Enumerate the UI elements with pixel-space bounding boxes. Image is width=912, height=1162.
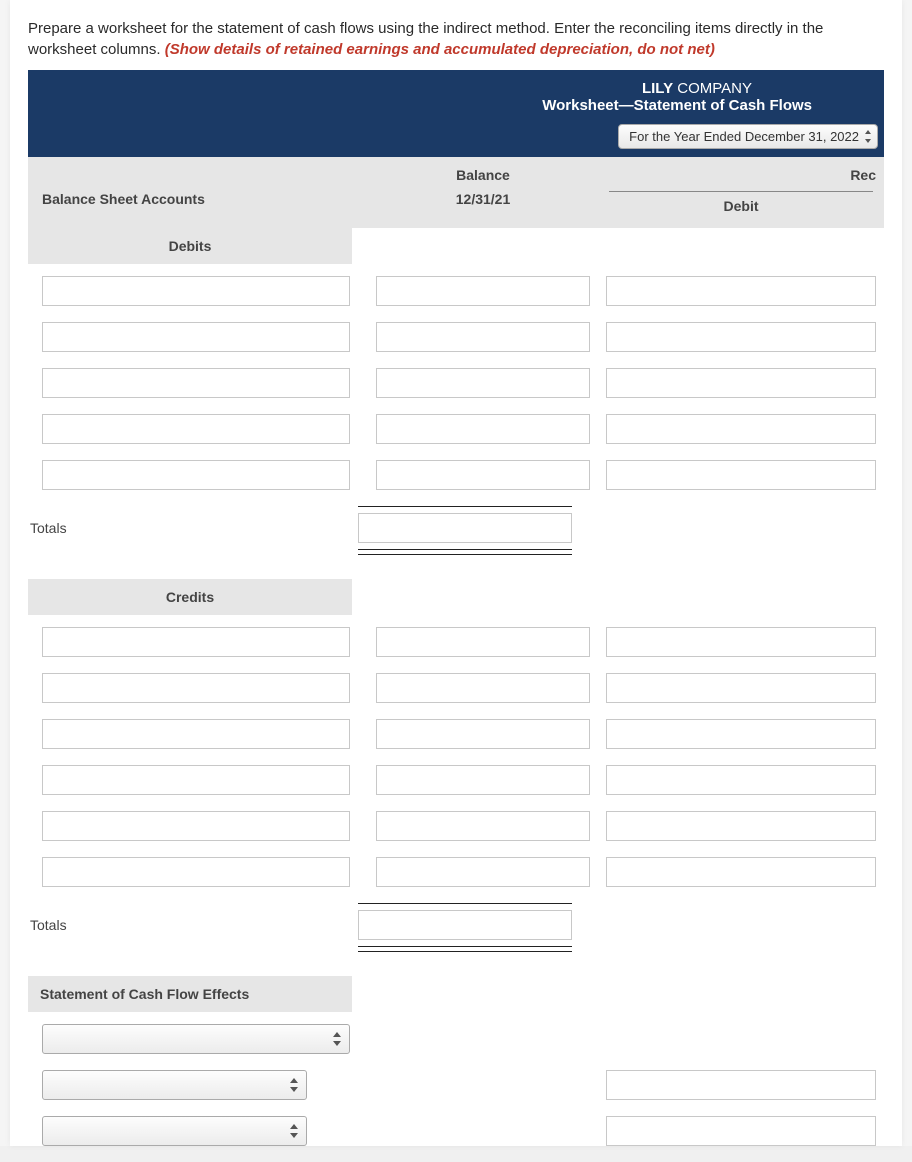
debit-input[interactable] (606, 673, 876, 703)
account-name-input[interactable] (42, 322, 350, 352)
debit-input[interactable] (606, 322, 876, 352)
account-name-input[interactable] (42, 627, 350, 657)
credit-rows-container (28, 615, 884, 887)
debit-input[interactable] (606, 627, 876, 657)
worksheet-row (28, 857, 884, 887)
debits-section-label: Debits (28, 228, 352, 264)
worksheet-row (28, 322, 884, 352)
debits-totals-row: Totals (10, 506, 902, 550)
worksheet-row (28, 276, 884, 306)
cash-flow-row (28, 1024, 884, 1054)
account-name-input[interactable] (42, 673, 350, 703)
account-name-input[interactable] (42, 460, 350, 490)
account-name-input[interactable] (42, 857, 350, 887)
credits-totals-row: Totals (10, 903, 902, 947)
balance-input[interactable] (376, 719, 590, 749)
cash-flow-row (28, 1116, 884, 1146)
balance-column-header: Balance 12/31/21 (368, 157, 598, 228)
worksheet-row (28, 627, 884, 657)
worksheet-header: LILY COMPANY Worksheet—Statement of Cash… (28, 70, 884, 118)
worksheet-row (28, 368, 884, 398)
column-headers: Balance Sheet Accounts Balance 12/31/21 … (28, 157, 884, 228)
account-name-input[interactable] (42, 765, 350, 795)
debit-input[interactable] (606, 719, 876, 749)
worksheet-row (28, 765, 884, 795)
period-row: For the Year Ended December 31, 2022 (28, 118, 884, 157)
cash-flow-select[interactable] (42, 1024, 350, 1054)
debit-input[interactable] (606, 276, 876, 306)
credits-total-balance-input[interactable] (358, 910, 572, 940)
period-value: For the Year Ended December 31, 2022 (629, 129, 859, 144)
balance-input[interactable] (376, 627, 590, 657)
company-name: LILY COMPANY (40, 80, 752, 97)
worksheet-row (28, 673, 884, 703)
debit-input[interactable] (606, 368, 876, 398)
debits-total-balance-input[interactable] (358, 513, 572, 543)
cash-flow-rows-container (28, 1012, 884, 1146)
debit-input[interactable] (606, 811, 876, 841)
debit-input[interactable] (606, 857, 876, 887)
reconciling-column-header: Rec Debit (598, 157, 884, 228)
debit-input[interactable] (606, 414, 876, 444)
debit-input[interactable] (606, 765, 876, 795)
balance-input[interactable] (376, 673, 590, 703)
worksheet-row (28, 414, 884, 444)
instructions-text: Prepare a worksheet for the statement of… (10, 18, 902, 70)
account-name-input[interactable] (42, 719, 350, 749)
account-name-input[interactable] (42, 368, 350, 398)
instructions-highlight: (Show details of retained earnings and a… (165, 41, 715, 58)
account-name-input[interactable] (42, 414, 350, 444)
cash-flow-effects-label: Statement of Cash Flow Effects (28, 976, 352, 1012)
balance-input[interactable] (376, 414, 590, 444)
cash-flow-debit-input[interactable] (606, 1116, 876, 1146)
debit-rows-container (28, 264, 884, 490)
account-name-input[interactable] (42, 276, 350, 306)
cash-flow-row (28, 1070, 884, 1100)
cash-flow-select[interactable] (42, 1070, 307, 1100)
worksheet-row (28, 811, 884, 841)
balance-input[interactable] (376, 811, 590, 841)
worksheet-row (28, 460, 884, 490)
balance-input[interactable] (376, 857, 590, 887)
credits-totals-label: Totals (10, 917, 350, 933)
debits-totals-label: Totals (10, 520, 350, 536)
debit-input[interactable] (606, 460, 876, 490)
balance-input[interactable] (376, 765, 590, 795)
cash-flow-select[interactable] (42, 1116, 307, 1146)
balance-input[interactable] (376, 276, 590, 306)
period-selector[interactable]: For the Year Ended December 31, 2022 (618, 124, 878, 149)
worksheet-subtitle: Worksheet—Statement of Cash Flows (40, 97, 812, 114)
accounts-column-header: Balance Sheet Accounts (28, 157, 368, 228)
cash-flow-debit-input[interactable] (606, 1070, 876, 1100)
balance-input[interactable] (376, 368, 590, 398)
balance-input[interactable] (376, 322, 590, 352)
balance-input[interactable] (376, 460, 590, 490)
credits-section-label: Credits (28, 579, 352, 615)
worksheet-row (28, 719, 884, 749)
account-name-input[interactable] (42, 811, 350, 841)
